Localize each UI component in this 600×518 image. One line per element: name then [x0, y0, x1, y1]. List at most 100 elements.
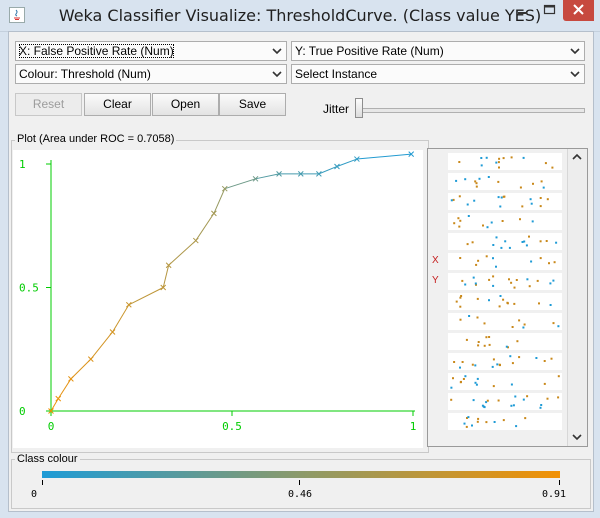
roc-point — [125, 301, 132, 308]
strip-point — [488, 278, 491, 281]
strip-point — [513, 302, 516, 305]
strip-point — [505, 345, 508, 348]
strip-point — [452, 198, 455, 201]
attribute-strip[interactable] — [448, 293, 562, 310]
clear-button[interactable]: Clear — [84, 93, 151, 116]
vertical-scrollbar[interactable] — [567, 149, 587, 446]
attribute-strip[interactable] — [448, 153, 562, 170]
strip-point — [548, 262, 550, 265]
strip-point — [501, 220, 504, 222]
strip-point — [493, 421, 496, 423]
strip-point — [464, 283, 467, 286]
maximize-button[interactable] — [536, 0, 563, 21]
reset-button[interactable]: Reset — [15, 93, 82, 116]
x-axis-marker: X — [432, 255, 439, 266]
y-tick-label: 0 — [19, 405, 26, 418]
attribute-strip[interactable] — [448, 333, 562, 350]
strip-point — [516, 340, 519, 343]
strip-point — [488, 299, 490, 302]
roc-segment — [255, 173, 280, 180]
strip-point — [477, 341, 480, 343]
strip-point — [471, 363, 474, 366]
plot-area[interactable]: 0 0 0.5 0.5 1 1 — [13, 150, 423, 448]
roc-segment — [318, 166, 338, 175]
strip-point — [539, 197, 542, 199]
plot-title: Plot (Area under ROC = 0.7058) — [15, 133, 177, 145]
x-tick-label: 0 — [48, 420, 55, 433]
attribute-strip[interactable] — [448, 253, 562, 270]
class-colour-gradient — [42, 471, 560, 478]
x-axis-select-label: X: False Positive Rate (Num) — [19, 44, 174, 58]
open-button[interactable]: Open — [152, 93, 219, 116]
chevron-down-icon — [570, 48, 580, 55]
strip-point — [536, 279, 539, 282]
colour-select[interactable]: Colour: Threshold (Num) — [15, 64, 287, 84]
strip-point — [515, 425, 518, 428]
strip-point — [521, 241, 524, 243]
attribute-strip[interactable] — [448, 273, 562, 290]
window-title: Weka Classifier Visualize: ThresholdCurv… — [58, 6, 542, 25]
strip-point — [488, 336, 491, 338]
attribute-strip-plot — [450, 195, 549, 208]
strip-point — [483, 344, 486, 347]
roc-chart[interactable]: 0 0 0.5 0.5 1 1 — [13, 150, 423, 448]
strip-point — [510, 281, 513, 284]
strip-point — [514, 395, 517, 398]
roc-segment — [356, 153, 412, 160]
strip-point — [552, 279, 555, 282]
attribute-strip[interactable] — [448, 373, 562, 390]
attribute-strip-plot — [465, 336, 519, 349]
scroll-down-icon[interactable] — [572, 433, 582, 441]
attribute-strip[interactable] — [448, 413, 562, 430]
save-button[interactable]: Save — [219, 93, 286, 116]
strip-point — [539, 240, 542, 243]
attribute-strip-plot — [455, 295, 552, 308]
strip-point — [498, 363, 501, 366]
attribute-strip-plot — [459, 315, 560, 329]
roc-point — [55, 395, 62, 402]
strip-point — [453, 222, 456, 225]
attribute-strip[interactable] — [448, 173, 562, 190]
strip-point — [546, 397, 549, 400]
roc-point — [192, 237, 199, 244]
strip-point — [509, 355, 512, 358]
scroll-up-icon[interactable] — [572, 153, 582, 161]
strip-point — [492, 385, 495, 388]
roc-segment — [195, 213, 215, 241]
roc-point — [316, 171, 322, 177]
attribute-strip[interactable] — [448, 233, 562, 250]
minimize-button[interactable] — [509, 0, 536, 21]
java-app-icon[interactable] — [9, 7, 25, 23]
attribute-strip[interactable] — [448, 213, 562, 230]
strip-point — [553, 261, 556, 264]
attribute-strip[interactable] — [448, 193, 562, 210]
chevron-down-icon — [570, 71, 580, 78]
close-button[interactable] — [563, 0, 594, 21]
roc-segment — [128, 287, 164, 306]
strip-point — [453, 361, 456, 363]
strip-point — [485, 401, 488, 404]
strip-point — [499, 205, 502, 208]
strip-point — [532, 182, 534, 185]
strip-point — [485, 421, 488, 424]
select-instance-select[interactable]: Select Instance — [291, 64, 585, 84]
roc-point — [87, 356, 94, 362]
y-axis-select[interactable]: Y: True Positive Rate (Num) — [291, 41, 585, 61]
strip-point — [477, 259, 480, 262]
attribute-strip[interactable] — [448, 353, 562, 370]
jitter-slider-track[interactable] — [361, 108, 585, 113]
strip-point — [461, 279, 464, 282]
strip-point — [523, 240, 526, 243]
attribute-strip[interactable] — [448, 313, 562, 330]
x-tick-label: 0.5 — [222, 420, 242, 433]
strip-point — [499, 295, 502, 297]
attribute-strip[interactable] — [448, 393, 562, 410]
strip-point — [545, 240, 548, 242]
colour-mid-label: 0.46 — [288, 489, 313, 500]
roc-point — [276, 171, 282, 177]
jitter-slider-thumb[interactable] — [355, 98, 363, 118]
chevron-down-icon — [272, 48, 282, 55]
strip-point — [502, 298, 505, 301]
x-axis-select[interactable]: X: False Positive Rate (Num) — [15, 41, 287, 61]
strip-point — [485, 336, 488, 339]
